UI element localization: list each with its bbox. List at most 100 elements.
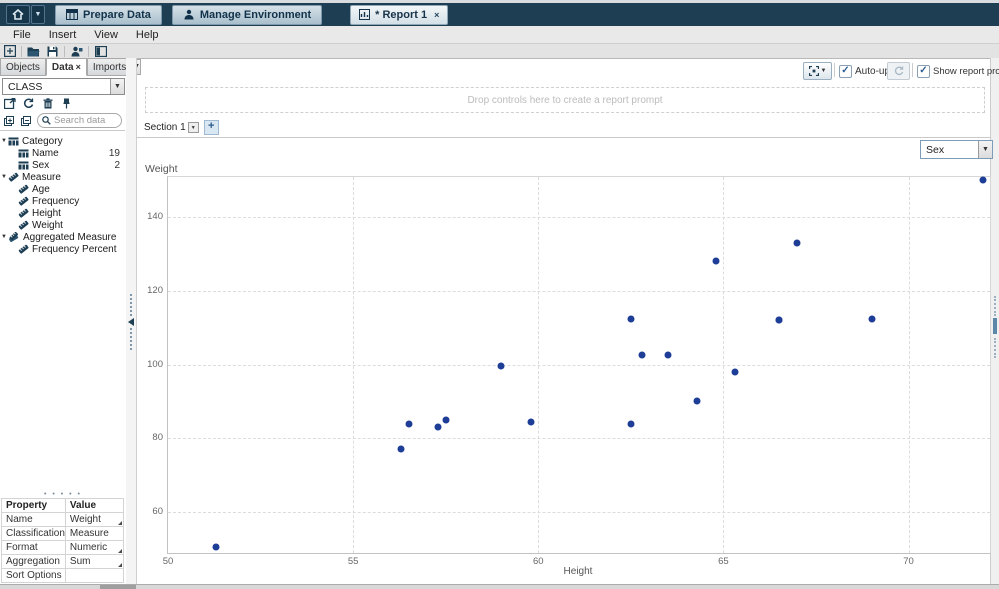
category-icon <box>8 137 19 146</box>
property-value-format[interactable]: Numeric <box>64 540 125 555</box>
auto-update-checkbox[interactable]: ✓ <box>839 65 852 78</box>
panel-resize-handle[interactable]: • • • • • <box>43 491 83 498</box>
scatter-point[interactable] <box>405 420 413 428</box>
property-value-classification: Measure <box>64 526 125 541</box>
tree-group-category[interactable]: ▼ Category <box>1 135 63 147</box>
menu-insert[interactable]: Insert <box>48 28 77 41</box>
report-prompt-dropzone[interactable]: Drop controls here to create a report pr… <box>145 87 985 113</box>
y-tick-label: 120 <box>147 284 163 296</box>
scatter-point[interactable] <box>497 362 505 370</box>
scatter-point[interactable] <box>793 239 801 247</box>
manage-environment-button[interactable]: Manage Environment <box>171 4 323 25</box>
menu-view[interactable]: View <box>94 28 118 41</box>
measure-icon <box>18 244 29 254</box>
scatter-point[interactable] <box>212 543 220 551</box>
y-tick-label: 140 <box>147 211 163 223</box>
scatter-point[interactable] <box>693 397 701 405</box>
tree-group-measure[interactable]: ▼ Measure <box>1 171 61 183</box>
measure-icon <box>18 196 29 206</box>
share-user-icon[interactable] <box>70 45 83 57</box>
show-report-prompts-checkbox[interactable]: ✓ <box>917 65 930 78</box>
tree-item-frequency[interactable]: Frequency <box>0 195 125 207</box>
menu-file[interactable]: File <box>13 28 31 41</box>
scatter-point[interactable] <box>434 423 442 431</box>
aggregated-measure-icon <box>8 232 20 242</box>
report-tab[interactable]: * Report 1 × <box>350 4 449 25</box>
scatter-point[interactable] <box>397 445 405 453</box>
measure-icon <box>18 208 29 218</box>
tree-item-sex[interactable]: Sex 2 <box>0 159 125 171</box>
add-data-icon[interactable] <box>3 98 16 110</box>
tab-data[interactable]: Data × <box>45 58 87 76</box>
scatter-point[interactable] <box>868 315 875 323</box>
menu-help[interactable]: Help <box>135 28 159 41</box>
expand-all-icon[interactable] <box>3 115 14 127</box>
scrollbar-thumb[interactable] <box>100 585 136 589</box>
y-tick-label: 80 <box>152 432 163 444</box>
chevron-expanded-icon[interactable]: ▼ <box>1 234 7 240</box>
right-panel-splitter[interactable] <box>990 58 999 584</box>
manage-environment-label: Manage Environment <box>199 8 312 21</box>
distinct-count: 2 <box>114 159 120 171</box>
refresh-icon[interactable] <box>22 98 35 110</box>
collapse-all-icon[interactable] <box>20 115 31 127</box>
property-value-aggregation[interactable]: Sum <box>64 554 125 569</box>
gridline-horizontal <box>168 290 990 292</box>
scatter-point[interactable] <box>627 420 635 428</box>
expand-right-panel-handle[interactable] <box>993 318 997 334</box>
property-value-name[interactable]: Weight <box>64 512 125 527</box>
chevron-expanded-icon[interactable]: ▼ <box>1 174 7 180</box>
tree-item-frequency-percent[interactable]: Frequency Percent <box>0 243 125 255</box>
view-mode-button[interactable]: ▼ <box>803 62 832 80</box>
data-source-select[interactable]: CLASS ▼ <box>2 78 125 95</box>
prepare-data-button[interactable]: Prepare Data <box>55 4 162 25</box>
left-panel-splitter[interactable] <box>126 58 137 584</box>
tree-group-aggregated-measure[interactable]: ▼ Aggregated Measure <box>1 231 117 243</box>
tab-objects[interactable]: Objects <box>0 58 46 75</box>
home-button[interactable] <box>6 5 30 24</box>
close-icon[interactable]: × <box>75 62 81 72</box>
data-tree: ▼ Category Name 19 Sex 2 <box>0 130 125 490</box>
tree-item-weight[interactable]: Weight <box>0 219 125 231</box>
property-table-header: Property Value <box>1 498 125 513</box>
horizontal-scrollbar[interactable] <box>0 584 999 589</box>
search-input[interactable]: Search data <box>37 113 122 128</box>
tree-item-height[interactable]: Height <box>0 207 125 219</box>
show-report-prompts-label: Show report prompts <box>933 66 999 77</box>
pin-icon[interactable] <box>60 98 73 110</box>
add-section-button[interactable]: + <box>203 120 219 135</box>
close-icon[interactable]: × <box>434 9 440 20</box>
chevron-expanded-icon[interactable]: ▼ <box>1 138 7 144</box>
collapse-left-panel-icon[interactable] <box>128 318 134 326</box>
scatter-point[interactable] <box>527 418 535 426</box>
scatter-plot[interactable]: 50 55 60 65 70 60 80 100 120 140 <box>147 176 991 567</box>
users-icon <box>183 9 195 20</box>
scatter-point[interactable] <box>775 316 783 324</box>
scatter-point[interactable] <box>442 416 450 424</box>
chevron-down-icon[interactable]: ▼ <box>110 79 124 94</box>
scatter-point[interactable] <box>627 315 635 323</box>
save-icon[interactable] <box>46 45 59 57</box>
delete-icon[interactable] <box>41 98 54 110</box>
menu-bar: File Insert View Help <box>0 26 999 44</box>
refresh-report-button[interactable] <box>887 62 910 80</box>
scatter-point[interactable] <box>664 351 672 359</box>
scatter-point[interactable] <box>731 368 738 376</box>
new-report-icon[interactable] <box>3 45 16 57</box>
home-dropdown-button[interactable]: ▼ <box>31 5 45 24</box>
scatter-point[interactable] <box>638 351 646 359</box>
chevron-down-icon[interactable]: ▼ <box>978 141 992 158</box>
gridline-horizontal <box>168 217 990 219</box>
main-toolbar <box>0 44 999 59</box>
data-toolbar <box>0 96 126 111</box>
scatter-point[interactable] <box>979 176 987 184</box>
section-menu-icon[interactable]: ▼ <box>187 122 199 133</box>
tree-item-age[interactable]: Age <box>0 183 125 195</box>
tree-item-name[interactable]: Name 19 <box>0 147 125 159</box>
panel-toggle-icon[interactable] <box>94 45 107 57</box>
open-icon[interactable] <box>27 45 40 57</box>
scatter-point[interactable] <box>712 257 720 265</box>
section-filter-select[interactable]: Sex ▼ <box>920 140 993 159</box>
section-tab[interactable]: Section 1 ▼ <box>144 122 199 133</box>
